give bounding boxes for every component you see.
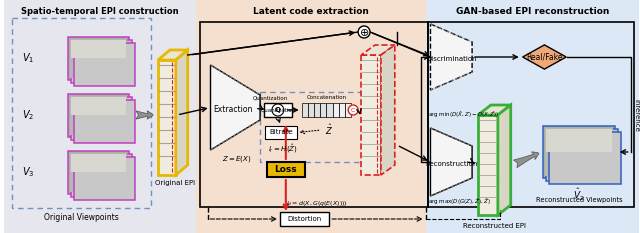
Bar	[308, 103, 314, 117]
Circle shape	[358, 26, 370, 38]
Bar	[158, 60, 176, 175]
Text: $\oplus$: $\oplus$	[359, 27, 369, 38]
Text: Inference: Inference	[634, 99, 639, 131]
Text: Loss: Loss	[275, 165, 297, 174]
Text: arg $\min(D(\hat{X},Z)-D(X,\hat{Z}))$: arg $\min(D(\hat{X},Z)-D(X,\hat{Z}))$	[428, 110, 499, 120]
Text: $V_3$: $V_3$	[22, 165, 35, 179]
Bar	[68, 37, 129, 79]
Text: C: C	[351, 107, 355, 113]
Text: Spatio-temporal EPI construction: Spatio-temporal EPI construction	[20, 7, 179, 16]
Polygon shape	[431, 128, 472, 196]
Polygon shape	[498, 105, 511, 215]
Polygon shape	[431, 24, 472, 90]
Bar	[264, 103, 292, 117]
Text: Reconstructed EPI: Reconstructed EPI	[463, 223, 526, 229]
Polygon shape	[478, 105, 511, 115]
Text: Distortion: Distortion	[287, 216, 322, 222]
Text: $\hat{V}_2$: $\hat{V}_2$	[573, 187, 585, 203]
Bar	[545, 128, 612, 176]
Bar	[301, 103, 308, 117]
Circle shape	[348, 105, 358, 115]
Text: Real/Fake: Real/Fake	[526, 52, 563, 62]
Text: Quantization: Quantization	[252, 95, 287, 100]
Polygon shape	[381, 45, 395, 175]
Bar	[320, 103, 326, 117]
Bar	[333, 103, 339, 117]
Text: $V_2$: $V_2$	[22, 108, 35, 122]
Bar	[280, 212, 330, 226]
Polygon shape	[361, 45, 395, 55]
Bar	[314, 103, 320, 117]
Bar	[326, 103, 333, 117]
Bar	[71, 154, 126, 171]
Bar	[339, 103, 345, 117]
Bar	[267, 162, 305, 177]
Bar	[70, 38, 127, 78]
Bar	[71, 96, 132, 140]
Text: Extraction: Extraction	[214, 105, 253, 114]
Polygon shape	[523, 45, 566, 69]
Bar	[549, 132, 621, 184]
Bar	[74, 42, 135, 86]
Bar	[74, 99, 135, 143]
Bar	[345, 103, 351, 117]
Text: Concatenation: Concatenation	[307, 95, 346, 100]
Bar	[547, 129, 618, 181]
Bar	[71, 154, 132, 196]
Bar	[70, 153, 127, 192]
Polygon shape	[158, 50, 188, 60]
Bar	[200, 22, 428, 207]
Bar	[71, 40, 126, 58]
Text: Bitrate: Bitrate	[269, 130, 292, 136]
Polygon shape	[176, 50, 188, 175]
Bar	[428, 22, 634, 207]
Bar	[71, 96, 126, 114]
Bar	[70, 96, 127, 134]
Text: $Z = E(X)$: $Z = E(X)$	[223, 154, 252, 164]
Bar	[361, 55, 381, 175]
Text: arg $\max(D(G(Z),\hat{Z}),\hat{Z})$: arg $\max(D(G(Z),\hat{Z}),\hat{Z})$	[428, 197, 490, 207]
Text: Original EPI: Original EPI	[155, 180, 195, 186]
Text: Quantization: Quantization	[260, 107, 296, 113]
Text: Original Viewpoints: Original Viewpoints	[44, 213, 119, 222]
Bar	[478, 115, 498, 215]
Bar	[543, 126, 615, 178]
Bar	[68, 151, 129, 193]
Text: $V_1$: $V_1$	[22, 51, 35, 65]
Bar	[68, 93, 129, 137]
Bar	[71, 40, 132, 82]
Bar	[74, 157, 135, 199]
Text: Latent code extraction: Latent code extraction	[253, 7, 369, 16]
Text: $\hat{Z}$: $\hat{Z}$	[325, 123, 333, 137]
Text: $l_d = d(X, G(q(E(X))))$: $l_d = d(X, G(q(E(X))))$	[285, 199, 348, 208]
Bar	[196, 0, 426, 233]
Bar	[265, 126, 297, 139]
Bar	[426, 0, 639, 233]
Text: Q: Q	[275, 107, 281, 113]
Text: Discrimination: Discrimination	[426, 56, 477, 62]
Polygon shape	[211, 65, 260, 150]
Text: Reconstructed Viewpoints: Reconstructed Viewpoints	[536, 197, 623, 203]
Text: $l_r = H(\hat{Z})$: $l_r = H(\hat{Z})$	[268, 143, 298, 155]
Text: Reconstruction: Reconstruction	[425, 161, 477, 167]
Text: GAN-based EPI reconstruction: GAN-based EPI reconstruction	[456, 7, 609, 16]
Bar	[547, 129, 612, 152]
Bar	[4, 0, 196, 233]
Circle shape	[272, 104, 284, 116]
